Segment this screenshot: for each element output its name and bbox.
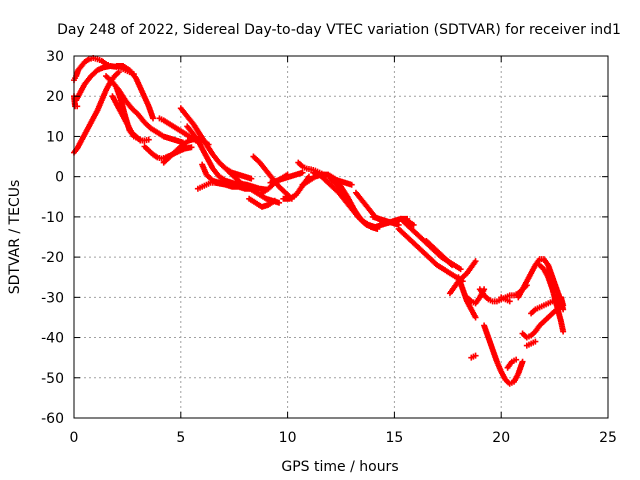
data-marker-track (246, 195, 278, 210)
data-marker-track (528, 294, 567, 317)
y-tick-label: 30 (46, 49, 64, 65)
y-tick-label: -20 (41, 250, 64, 266)
data-marker-track (395, 225, 466, 285)
series-track-28 (395, 225, 466, 285)
y-tick-label: -30 (41, 290, 64, 306)
series-track-36 (481, 322, 526, 387)
data-marker-track (468, 352, 479, 361)
x-tick-label: 10 (279, 430, 297, 446)
y-tick-label: -40 (41, 331, 64, 347)
y-tick-label: -50 (41, 371, 64, 387)
series-track-27 (370, 213, 402, 228)
data-marker-track (536, 262, 567, 335)
data-marker-track (504, 356, 520, 371)
series-track-38 (504, 356, 520, 371)
series-track-41 (528, 294, 567, 317)
data-marker-track (109, 93, 152, 144)
data-marker-track (498, 294, 513, 305)
data-marker-track (113, 63, 157, 122)
y-tick-label: 10 (46, 129, 64, 145)
series-track-37 (498, 294, 513, 305)
x-tick-label: 25 (599, 430, 617, 446)
x-tick-label: 5 (176, 430, 185, 446)
series-track-8 (109, 93, 152, 144)
data-marker-track (423, 238, 456, 269)
series-track-42 (536, 262, 567, 335)
series-track-20 (267, 169, 306, 186)
x-tick-label: 15 (385, 430, 403, 446)
y-tick-label: 0 (55, 170, 64, 186)
series-track-30 (423, 238, 456, 269)
data-marker-track (103, 73, 186, 146)
series-track-5 (113, 63, 157, 122)
data-marker-track (523, 338, 539, 349)
y-axis-label: SDTVAR / TECUs (7, 180, 23, 295)
series-track-18 (246, 195, 278, 210)
grid-lines (74, 56, 608, 418)
series-track-7 (103, 73, 186, 146)
data-marker-track (370, 213, 402, 228)
series-track-34 (468, 352, 479, 361)
series-track-43 (523, 338, 539, 349)
x-tick-label: 0 (70, 430, 79, 446)
x-tick-label: 20 (492, 430, 510, 446)
axis-ticks: 0 5 10 15 20 25 30 20 10 0 -10 -20 -30 -40 -50 -60 (41, 49, 617, 446)
y-tick-label: -60 (41, 411, 64, 427)
data-marker-track (481, 322, 526, 387)
y-tick-label: 20 (46, 89, 64, 105)
y-tick-label: -10 (41, 210, 64, 226)
x-axis-label: GPS time / hours (281, 459, 398, 475)
data-marker-track (267, 169, 306, 186)
chart-title: Day 248 of 2022, Sidereal Day-to-day VTE… (57, 22, 621, 38)
plot-frame (73, 55, 609, 419)
